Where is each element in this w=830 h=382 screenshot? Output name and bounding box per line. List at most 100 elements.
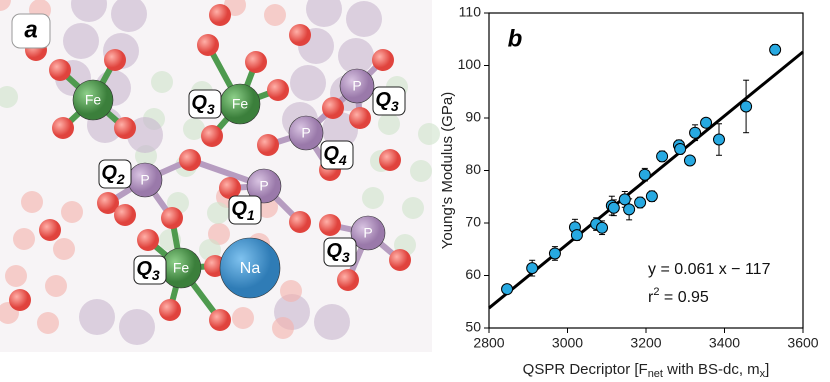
faint-atom: [37, 312, 59, 334]
faint-atom: [119, 309, 155, 345]
data-point: [674, 142, 687, 155]
faint-atom: [290, 65, 326, 101]
data-point: [607, 201, 620, 214]
oxygen-atom: [179, 149, 201, 171]
oxygen-atom: [161, 207, 183, 229]
oxygen-atom: [389, 249, 411, 271]
oxygen-atom: [322, 97, 344, 119]
faint-atom: [410, 160, 432, 182]
oxygen-atom: [219, 177, 241, 199]
atom-label: P: [259, 178, 268, 194]
y-tick-label: 110: [459, 4, 482, 20]
data-point: [526, 262, 539, 275]
panel-letter-box: [11, 13, 51, 49]
atom-label: P: [140, 172, 149, 188]
chart-panel: 2800 3000 3200 3400 3600 50 60 70 80 90 100 110 QSPR…: [439, 4, 819, 380]
oxygen-atom: [267, 79, 289, 101]
oxygen-atom: [52, 117, 74, 139]
q-sub: 3: [342, 249, 350, 265]
data-point: [645, 190, 658, 203]
faint-atom: [232, 307, 254, 329]
faint-atom: [127, 117, 163, 153]
q-sub: 1: [247, 207, 255, 223]
q-label: Q1: [231, 198, 255, 222]
atom: [246, 168, 282, 204]
y-axis-label: Young's Modulus (GPa): [439, 92, 456, 249]
faint-atom: [111, 0, 147, 32]
q-base: Q: [136, 258, 152, 280]
q-label: Q2: [101, 162, 125, 186]
q-label-box: [372, 86, 406, 116]
data-point: [683, 154, 696, 167]
q-base: Q: [231, 198, 247, 220]
panel-letter: a: [24, 16, 37, 43]
data-point: [618, 193, 631, 206]
q-base: Q: [375, 89, 391, 111]
q-base: Q: [326, 240, 342, 262]
x-label-part: with BS-dc, m: [663, 361, 760, 378]
r2-sup: 2: [653, 286, 659, 298]
q-label-box: [133, 255, 167, 285]
y-tick-label: 60: [465, 266, 481, 282]
q-label: Q4: [323, 143, 347, 167]
oxygen-atom: [349, 107, 371, 129]
atom-label: P: [363, 225, 372, 241]
atom-label: Fe: [85, 92, 102, 108]
oxygen-atom: [137, 229, 159, 251]
x-label-part: ]: [765, 361, 769, 378]
faint-atom: [63, 23, 99, 59]
faint-atom: [418, 123, 440, 145]
oxygen-atom: [9, 289, 31, 311]
faint-atom: [402, 197, 424, 219]
data-point: [596, 221, 609, 234]
panel-letter: b: [508, 25, 523, 52]
q-base: Q: [101, 162, 117, 184]
faint-atom: [346, 1, 382, 37]
q-label-box: [320, 140, 354, 170]
atom: [339, 68, 375, 104]
oxygen-atom: [159, 299, 181, 321]
plot-frame: [488, 12, 804, 329]
atom-label: Fe: [232, 96, 249, 112]
q-base: Q: [191, 92, 207, 114]
faint-atom: [280, 280, 302, 302]
atom-label: P: [352, 78, 361, 94]
q-sub: 2: [116, 171, 125, 187]
x-axis-label: QSPR Decriptor [Fnet with BS-dc, mx]: [523, 361, 770, 380]
y-tick-label: 80: [465, 161, 481, 177]
oxygen-atom: [319, 214, 341, 236]
faint-atom: [0, 86, 18, 108]
faint-atom: [79, 299, 115, 335]
oxygen-atom: [104, 49, 126, 71]
data-point: [570, 229, 583, 242]
oxygen-atom: [97, 192, 119, 214]
oxygen-atom: [39, 219, 61, 241]
x-tick-label: 3400: [709, 335, 740, 351]
q-label-box: [188, 89, 222, 119]
oxygen-atom: [114, 117, 136, 139]
faint-atom: [5, 265, 27, 287]
faint-atom: [272, 317, 294, 339]
oxygen-atom: [379, 149, 401, 171]
faint-atom: [264, 4, 286, 26]
q-label-box: [98, 159, 132, 189]
q-label-box: [228, 195, 262, 225]
r2-part: = 0.95: [659, 289, 708, 306]
q-sub: 3: [207, 101, 215, 117]
r-squared: r2 = 0.95: [648, 286, 709, 306]
faint-atom: [183, 118, 205, 140]
data-point: [700, 116, 713, 129]
faint-atom: [45, 275, 67, 297]
atom-label: Na: [240, 260, 261, 277]
atom: [72, 79, 114, 121]
q-label: Q3: [136, 258, 160, 282]
data-point: [638, 168, 651, 181]
data-point: [740, 100, 753, 113]
data-point: [689, 126, 702, 139]
x-label-sub: x: [760, 368, 766, 380]
x-label-part: QSPR Decriptor [F: [523, 361, 648, 378]
oxygen-atom: [197, 34, 219, 56]
y-tick-label: 70: [465, 214, 481, 230]
